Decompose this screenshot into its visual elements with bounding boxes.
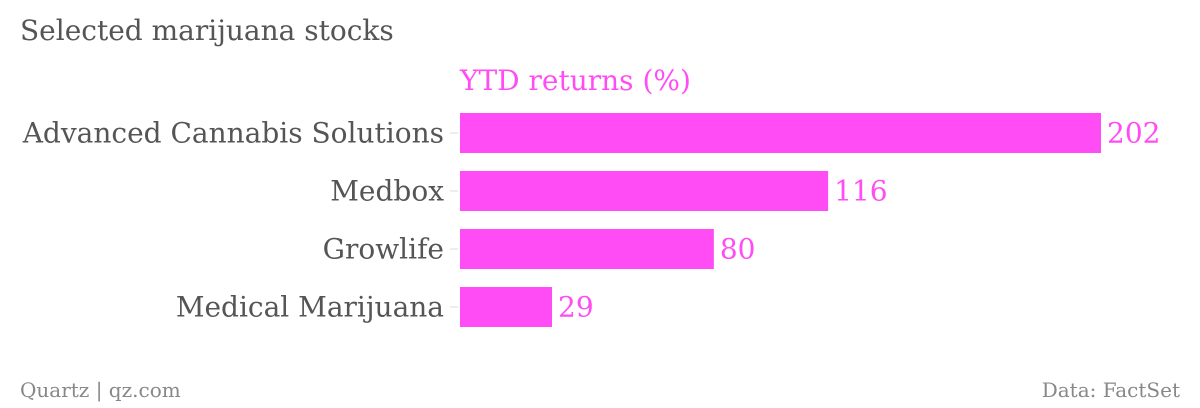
series-label: YTD returns (%) [460, 64, 691, 97]
value-label-growlife: 80 [720, 233, 756, 266]
bar-growlife [460, 229, 714, 269]
category-label-advanced-cannabis-solutions: Advanced Cannabis Solutions [22, 117, 444, 150]
value-label-medical-marijuana: 29 [558, 291, 594, 324]
value-label-advanced-cannabis-solutions: 202 [1107, 117, 1160, 150]
category-label-medbox: Medbox [330, 175, 444, 208]
bar-medbox [460, 171, 829, 211]
footer-source-left: Quartz | qz.com [20, 378, 181, 402]
category-label-medical-marijuana: Medical Marijuana [176, 291, 444, 324]
chart-title: Selected marijuana stocks [20, 14, 394, 47]
value-label-medbox: 116 [834, 175, 887, 208]
bar-advanced-cannabis-solutions [460, 113, 1101, 153]
bar-medical-marijuana [460, 287, 553, 327]
footer-source-right: Data: FactSet [1041, 378, 1180, 402]
category-label-growlife: Growlife [323, 233, 444, 266]
